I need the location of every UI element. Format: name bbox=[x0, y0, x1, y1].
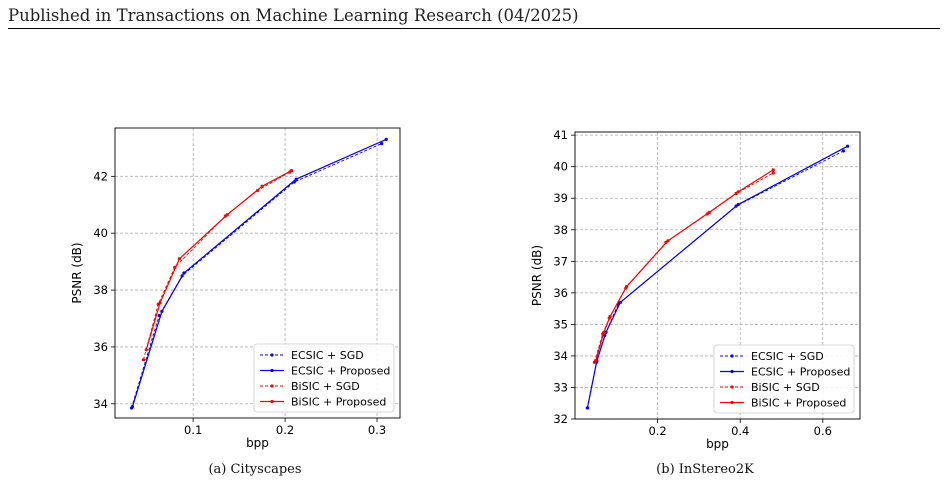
data-point bbox=[585, 406, 589, 410]
y-tick-label: 41 bbox=[553, 128, 568, 142]
data-point bbox=[625, 284, 629, 289]
x-tick-label: 0.2 bbox=[276, 423, 294, 437]
legend: ECSIC + SGD ECSIC + Proposed BiSIC + SGD Bi… bbox=[713, 344, 855, 414]
series-line bbox=[145, 170, 292, 350]
header-rule bbox=[8, 28, 940, 29]
legend-label: ECSIC + SGD bbox=[291, 349, 364, 362]
data-point bbox=[771, 168, 775, 172]
data-point bbox=[225, 213, 229, 217]
x-axis-label: bpp bbox=[246, 436, 269, 450]
x-tick-label: 0.1 bbox=[184, 423, 202, 437]
y-tick-label: 32 bbox=[553, 412, 568, 426]
data-point bbox=[141, 358, 146, 362]
data-point bbox=[260, 184, 264, 188]
legend-label: ECSIC + Proposed bbox=[751, 366, 850, 379]
data-point bbox=[294, 177, 298, 181]
data-point bbox=[289, 169, 294, 173]
x-axis-label: bpp bbox=[706, 437, 729, 451]
legend-swatch-marker bbox=[730, 354, 734, 358]
series-bisic-proposed bbox=[144, 169, 294, 352]
data-point bbox=[177, 257, 181, 261]
data-point bbox=[384, 137, 388, 141]
data-point bbox=[380, 142, 384, 146]
y-tick-label: 37 bbox=[553, 254, 568, 268]
x-tick-label: 0.6 bbox=[814, 424, 832, 438]
plot-frame bbox=[114, 127, 401, 419]
legend-swatch-marker bbox=[270, 384, 274, 388]
y-axis-label: PSNR (dB) bbox=[70, 242, 84, 303]
y-tick-label: 39 bbox=[553, 191, 568, 205]
y-tick-label: 40 bbox=[553, 160, 568, 174]
legend-label: BiSIC + Proposed bbox=[291, 396, 386, 409]
data-point bbox=[666, 239, 670, 243]
legend-swatch-marker bbox=[270, 368, 274, 373]
series-bisic-proposed bbox=[594, 168, 775, 363]
legend-swatch-marker bbox=[270, 399, 274, 404]
legend-swatch-marker bbox=[730, 385, 734, 389]
data-point bbox=[144, 348, 148, 352]
series-bisic-sgd bbox=[592, 171, 775, 364]
data-point bbox=[618, 300, 623, 304]
y-tick-label: 36 bbox=[553, 286, 568, 300]
y-axis-label: PSNR (dB) bbox=[530, 245, 544, 306]
y-tick-label: 38 bbox=[553, 223, 568, 237]
legend-label: BiSIC + SGD bbox=[291, 380, 360, 393]
data-point bbox=[736, 190, 740, 194]
data-point bbox=[608, 314, 612, 319]
legend-swatch-marker bbox=[270, 353, 274, 357]
data-point bbox=[736, 202, 740, 207]
y-tick-label: 35 bbox=[553, 317, 568, 331]
x-tick-label: 0.2 bbox=[648, 424, 666, 438]
y-tick-label: 40 bbox=[93, 226, 108, 240]
data-point bbox=[160, 309, 164, 313]
x-tick-label: 0.4 bbox=[731, 424, 749, 438]
data-point bbox=[841, 149, 846, 153]
data-point bbox=[182, 271, 186, 275]
legend-label: ECSIC + SGD bbox=[751, 350, 824, 363]
series-line bbox=[586, 145, 848, 409]
series-line bbox=[143, 171, 290, 360]
data-point bbox=[594, 359, 598, 363]
data-point bbox=[707, 210, 711, 215]
chart-cityscapes: 0.1 0.2 0.3 34 36 38 40 42 bpp PSNR (dB) ECSIC + S… bbox=[70, 127, 401, 450]
y-tick-label: 33 bbox=[553, 380, 568, 394]
journal-header: Published in Transactions on Machine Lea… bbox=[8, 6, 579, 25]
legend-label: BiSIC + Proposed bbox=[751, 397, 846, 410]
data-point bbox=[158, 301, 162, 305]
data-point bbox=[846, 144, 850, 148]
y-tick-label: 42 bbox=[93, 169, 108, 183]
x-tick-label: 0.3 bbox=[368, 423, 386, 437]
caption-cityscapes: (a) Cityscapes bbox=[208, 462, 302, 477]
legend-label: ECSIC + Proposed bbox=[291, 365, 390, 378]
series-line bbox=[593, 172, 774, 363]
caption-instereo2k: (b) InStereo2K bbox=[656, 462, 754, 477]
legend-box bbox=[253, 343, 395, 413]
data-point bbox=[602, 330, 606, 334]
legend-swatch-marker bbox=[730, 400, 734, 405]
legend-swatch-marker bbox=[730, 369, 734, 374]
legend-label: BiSIC + SGD bbox=[751, 381, 820, 394]
data-point bbox=[771, 171, 775, 175]
y-tick-label: 34 bbox=[93, 397, 108, 411]
legend-box bbox=[713, 344, 855, 414]
series-line bbox=[595, 169, 774, 361]
series-ecsic-proposed bbox=[130, 137, 388, 409]
data-point bbox=[130, 405, 135, 409]
y-tick-label: 38 bbox=[93, 283, 108, 297]
series-bisic-sgd bbox=[141, 170, 292, 362]
legend: ECSIC + SGD ECSIC + Proposed BiSIC + SGD Bi… bbox=[253, 343, 395, 413]
y-tick-label: 36 bbox=[93, 340, 108, 354]
y-tick-label: 34 bbox=[553, 349, 568, 363]
chart-instereo2k: 0.2 0.4 0.6 32 33 34 35 36 37 38 39 40 41 bpp PSNR (dB… bbox=[530, 128, 861, 451]
plot-frame bbox=[574, 131, 861, 420]
